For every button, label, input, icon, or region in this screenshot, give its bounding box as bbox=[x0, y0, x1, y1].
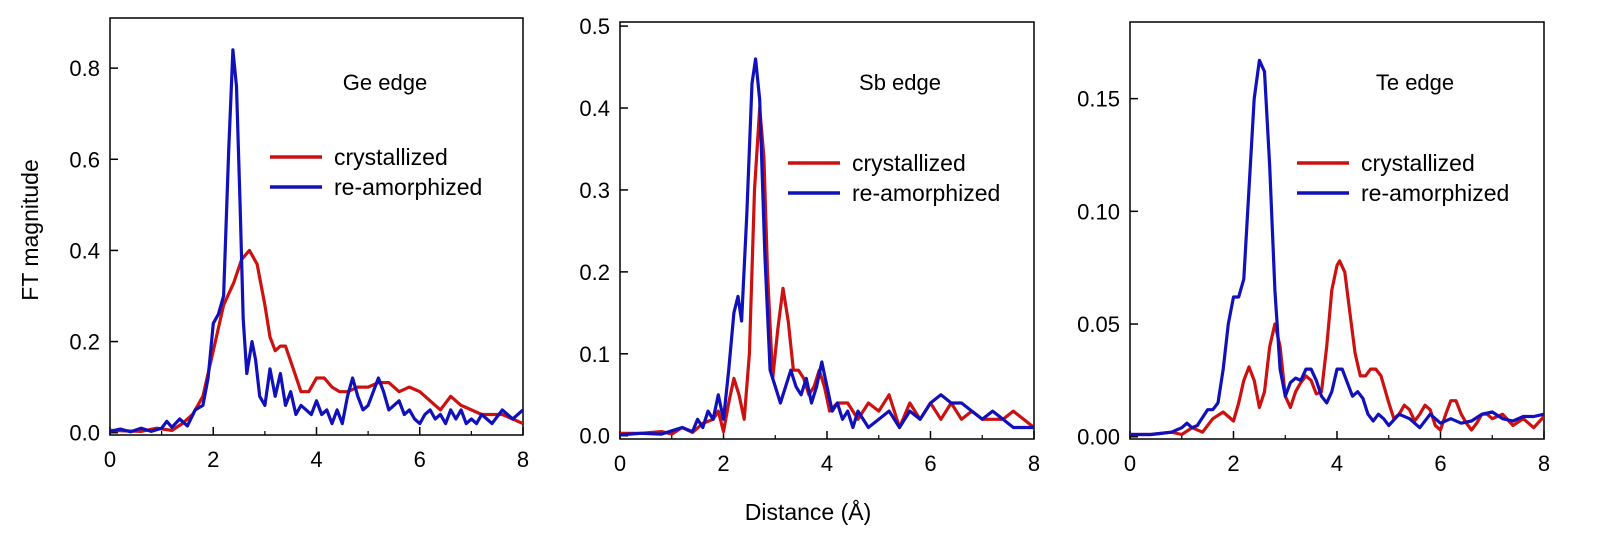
x-tick-label: 4 bbox=[1331, 451, 1343, 476]
x-tick-label: 6 bbox=[924, 451, 936, 476]
chart-panel-2: 0 2 4 6 8 0.0 0.1 0.2 0.3 0.4 0.5 Sb edge crystalliz… bbox=[579, 14, 1040, 476]
x-tick-label: 8 bbox=[517, 447, 529, 472]
x-tick-label: 2 bbox=[717, 451, 729, 476]
chart-panel-1: 0 2 4 6 8 0.0 0.2 0.4 0.6 0.8 Ge edge crystallized r… bbox=[69, 17, 529, 472]
x-tick-label: 2 bbox=[1227, 451, 1239, 476]
y-tick-label: 0.3 bbox=[579, 178, 610, 203]
legend-label-crystallized: crystallized bbox=[334, 144, 448, 170]
y-tick-label: 0.5 bbox=[579, 14, 610, 39]
series-line-re-amorphized bbox=[620, 57, 1034, 437]
legend-label-crystallized: crystallized bbox=[852, 150, 966, 176]
legend-label-re-amorphized: re-amorphized bbox=[1361, 180, 1509, 206]
x-tick-label: 6 bbox=[414, 447, 426, 472]
series-line-crystallized bbox=[1130, 259, 1544, 437]
x-tick-label: 8 bbox=[1028, 451, 1040, 476]
y-axis-label: FT magnitude bbox=[17, 159, 43, 300]
y-tick-label: 0.05 bbox=[1077, 312, 1120, 337]
x-tick-label: 0 bbox=[104, 447, 116, 472]
y-tick-label: 0.00 bbox=[1077, 425, 1120, 450]
panel-title: Te edge bbox=[1376, 70, 1454, 95]
y-tick-label: 0.1 bbox=[579, 342, 610, 367]
panels: 0 2 4 6 8 0.0 0.2 0.4 0.6 0.8 Ge edge crystallized r… bbox=[69, 14, 1550, 476]
panel-title: Ge edge bbox=[343, 70, 427, 95]
y-tick-label: 0.2 bbox=[579, 260, 610, 285]
y-tick-label: 0.8 bbox=[69, 56, 100, 81]
x-tick-label: 8 bbox=[1538, 451, 1550, 476]
y-tick-label: 0.0 bbox=[579, 424, 610, 449]
legend-label-re-amorphized: re-amorphized bbox=[334, 174, 482, 200]
y-tick-label: 0.2 bbox=[69, 330, 100, 355]
y-tick-label: 0.0 bbox=[69, 421, 100, 446]
x-tick-label: 4 bbox=[821, 451, 833, 476]
x-axis-label: Distance (Å) bbox=[745, 498, 872, 525]
x-tick-label: 0 bbox=[614, 451, 626, 476]
y-tick-label: 0.4 bbox=[69, 238, 100, 263]
x-tick-label: 0 bbox=[1124, 451, 1136, 476]
x-tick-label: 4 bbox=[310, 447, 322, 472]
legend-label-re-amorphized: re-amorphized bbox=[852, 180, 1000, 206]
chart-panel-3: 0 2 4 6 8 0.00 0.05 0.10 0.15 Te edge crystallized… bbox=[1077, 21, 1550, 476]
y-tick-label: 0.10 bbox=[1077, 199, 1120, 224]
panel-title: Sb edge bbox=[859, 70, 941, 95]
plot-frame bbox=[619, 21, 1035, 440]
x-tick-label: 2 bbox=[207, 447, 219, 472]
y-tick-label: 0.4 bbox=[579, 96, 610, 121]
plot-frame bbox=[1129, 21, 1545, 440]
x-tick-label: 6 bbox=[1434, 451, 1446, 476]
plot-frame bbox=[109, 17, 524, 436]
series-line-crystallized bbox=[620, 106, 1034, 436]
y-tick-label: 0.6 bbox=[69, 147, 100, 172]
series-line-re-amorphized bbox=[110, 48, 523, 434]
y-tick-label: 0.15 bbox=[1077, 87, 1120, 112]
series-line-re-amorphized bbox=[1130, 58, 1544, 437]
legend-label-crystallized: crystallized bbox=[1361, 150, 1475, 176]
